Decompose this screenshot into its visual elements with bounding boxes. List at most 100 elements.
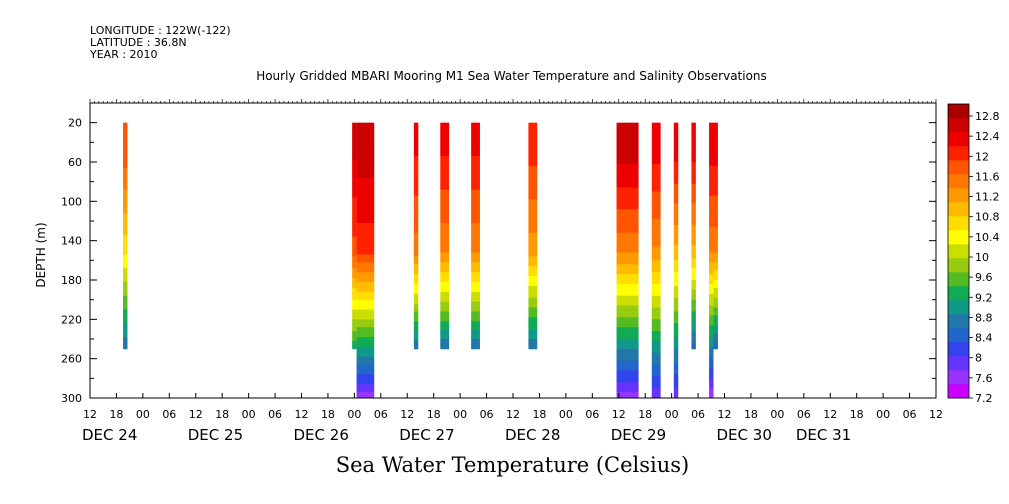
heatmap-cell [673, 293, 679, 297]
heatmap-cell [616, 254, 639, 257]
x-tick-label: 18 [638, 408, 652, 421]
heatmap-cell [356, 215, 375, 218]
heatmap-cell [651, 283, 661, 287]
heatmap-cell [709, 366, 714, 369]
heatmap-cell [413, 185, 419, 188]
x-tick-label: 12 [83, 408, 97, 421]
heatmap-cell [356, 315, 375, 318]
heatmap-cell [651, 189, 661, 192]
heatmap-cell [616, 301, 639, 304]
heatmap-cell [691, 205, 696, 208]
heatmap-cell [440, 197, 450, 200]
heatmap-cell [123, 280, 128, 283]
heatmap-cell [123, 209, 128, 212]
heatmap-cell [352, 140, 357, 143]
heatmap-cell [651, 394, 661, 397]
heatmap-cell [356, 266, 375, 269]
heatmap-cell [471, 205, 480, 208]
heatmap-cell [673, 203, 679, 206]
heatmap-cell [528, 272, 538, 275]
heatmap-cell [413, 331, 419, 334]
heatmap-cell [709, 276, 714, 279]
heatmap-cell [352, 268, 357, 271]
heatmap-cell [528, 134, 538, 137]
heatmap-cell [352, 317, 357, 320]
heatmap-cell [616, 392, 639, 395]
heatmap-cell [691, 344, 696, 348]
heatmap-cell [528, 146, 538, 149]
heatmap-cell [616, 268, 639, 271]
heatmap-cell [352, 295, 357, 299]
heatmap-cell [673, 224, 679, 228]
heatmap-cell [709, 258, 714, 261]
heatmap-cell [616, 272, 639, 275]
heatmap-cell [356, 289, 375, 293]
heatmap-cell [356, 201, 375, 204]
x-day-label: DEC 26 [294, 426, 349, 444]
heatmap-cell [528, 130, 538, 133]
heatmap-cell [440, 281, 450, 285]
heatmap-cell [356, 291, 375, 295]
heatmap-cell [616, 128, 639, 131]
heatmap-cell [713, 136, 718, 139]
heatmap-cell [709, 213, 714, 216]
heatmap-cell [352, 325, 357, 328]
heatmap-cell [651, 142, 661, 145]
heatmap-cell [413, 201, 419, 204]
heatmap-cell [356, 244, 375, 247]
heatmap-cell [356, 191, 375, 194]
heatmap-cell [713, 146, 718, 149]
heatmap-cell [356, 197, 375, 200]
heatmap-cell [651, 165, 661, 169]
heatmap-cell [356, 156, 375, 159]
heatmap-cell [352, 297, 357, 301]
heatmap-cell [616, 252, 639, 255]
heatmap-cell [713, 297, 718, 301]
heatmap-cell [709, 396, 714, 399]
heatmap-cell [673, 344, 679, 348]
heatmap-cell [123, 268, 128, 271]
heatmap-cell [123, 260, 128, 263]
heatmap-cell [673, 122, 679, 126]
heatmap-cell [691, 177, 696, 181]
heatmap-cell [413, 297, 419, 301]
heatmap-cell [691, 280, 696, 283]
heatmap-cell [471, 297, 480, 301]
colorbar-label: 9.2 [975, 291, 993, 304]
heatmap-cell [123, 250, 128, 253]
heatmap-cell [673, 262, 679, 265]
heatmap-cell [528, 187, 538, 190]
heatmap-cell [528, 321, 538, 324]
heatmap-cell [356, 329, 375, 332]
heatmap-cell [691, 138, 696, 141]
heatmap-cell [440, 293, 450, 297]
heatmap-cell [616, 368, 639, 371]
heatmap-cell [651, 169, 661, 173]
heatmap-cell [651, 337, 661, 340]
heatmap-cell [691, 339, 696, 342]
heatmap-cell [713, 346, 718, 350]
heatmap-cell [528, 148, 538, 151]
heatmap-cell [528, 295, 538, 299]
heatmap-cell [413, 173, 419, 177]
heatmap-cell [352, 307, 357, 310]
heatmap-cell [413, 256, 419, 259]
heatmap-cell [709, 128, 714, 131]
heatmap-cell [471, 285, 480, 289]
heatmap-cell [471, 244, 480, 247]
heatmap-cell [616, 193, 639, 196]
heatmap-cell [440, 246, 450, 249]
heatmap-cell [352, 303, 357, 306]
heatmap-cell [691, 122, 696, 126]
heatmap-cell [352, 179, 357, 183]
heatmap-cell [709, 185, 714, 188]
heatmap-cell [616, 323, 639, 326]
heatmap-cell [528, 132, 538, 135]
heatmap-cell [440, 305, 450, 308]
heatmap-cell [352, 128, 357, 131]
heatmap-cell [691, 307, 696, 310]
heatmap-cell [616, 236, 639, 240]
heatmap-cell [352, 272, 357, 275]
x-tick-label: 18 [532, 408, 546, 421]
heatmap-cell [651, 327, 661, 330]
